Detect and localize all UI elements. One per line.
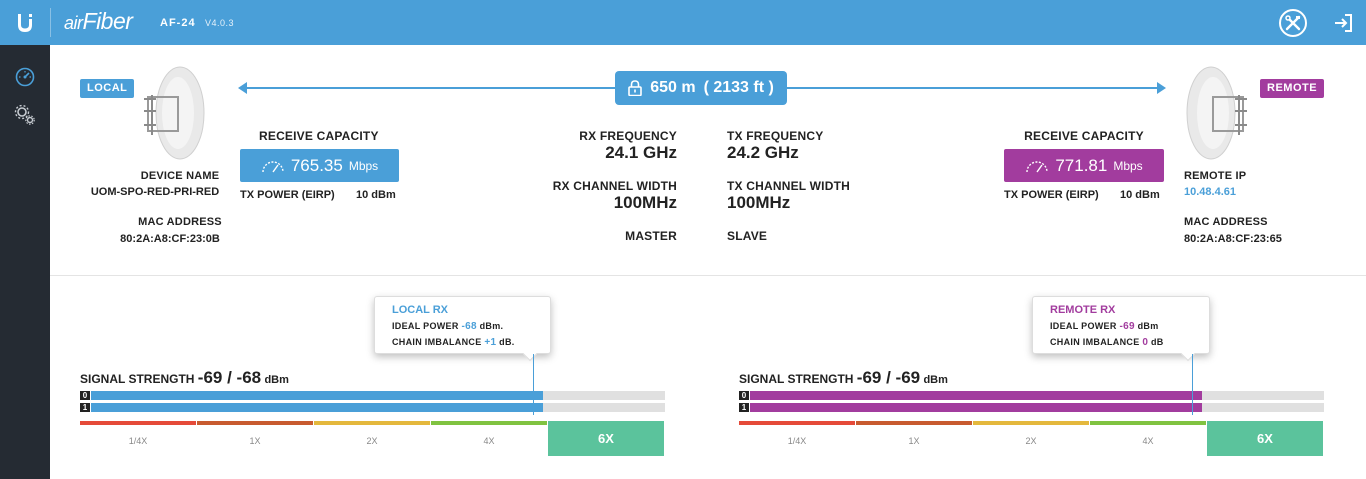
- chain-1-bar: [91, 403, 543, 412]
- local-dish-icon: [134, 65, 208, 161]
- distance-pill: 650 m ( 2133 ft ): [615, 71, 787, 105]
- mod-active-6x: 6X: [1207, 421, 1323, 456]
- mod-label-4x: 4X: [483, 436, 495, 446]
- local-ideal-marker: [533, 354, 534, 415]
- rx-channel-width-value: 100MHz: [613, 193, 677, 212]
- local-signal-bars: 0 1: [80, 391, 665, 415]
- remote-role: SLAVE: [727, 229, 768, 243]
- tx-channel-width-value: 100MHz: [727, 193, 791, 212]
- distance-feet: ( 2133 ft ): [703, 79, 774, 96]
- local-capacity-box: 765.35 Mbps: [240, 149, 399, 182]
- gauge-icon: [1026, 160, 1049, 172]
- mod-label-1x: 1X: [908, 436, 920, 446]
- chain-0-bar: [750, 391, 1202, 400]
- mod-segment-1x: [197, 421, 313, 425]
- chain-1-bar: [750, 403, 1202, 412]
- mod-segment-quarter: [80, 421, 196, 425]
- remote-chain-imbalance: CHAIN IMBALANCE 0 dB: [1050, 337, 1164, 348]
- device-name-label: DEVICE NAME: [140, 170, 220, 182]
- mod-segment-quarter: [739, 421, 855, 425]
- chain-0-label: 0: [739, 391, 749, 400]
- gear-icon[interactable]: [14, 104, 36, 126]
- local-signal-strength: SIGNAL STRENGTH -69 / -68 dBm: [80, 368, 289, 387]
- remote-tx-power-label: TX POWER (EIRP): [1004, 189, 1099, 201]
- chain-1-label: 1: [739, 403, 749, 412]
- local-role: MASTER: [625, 229, 677, 243]
- tx-frequency-value: 24.2 GHz: [727, 143, 799, 162]
- local-rx-title: LOCAL RX: [392, 304, 449, 316]
- airfiber-logo: airFiber: [64, 8, 133, 34]
- tools-button[interactable]: [1279, 9, 1307, 37]
- remote-ideal-power: IDEAL POWER -69 dBm: [1050, 321, 1159, 332]
- speedometer-icon[interactable]: [15, 67, 35, 87]
- local-capacity-unit: Mbps: [348, 158, 379, 173]
- distance-meters: 650 m: [650, 79, 696, 96]
- remote-capacity-box: 771.81 Mbps: [1004, 149, 1164, 182]
- mod-label-4x: 4X: [1142, 436, 1154, 446]
- device-name-value: UOM-SPO-RED-PRI-RED: [90, 186, 220, 198]
- remote-rx-tooltip: REMOTE RX IDEAL POWER -69 dBm CHAIN IMBA…: [1032, 296, 1210, 354]
- mod-segment-2x: [973, 421, 1089, 425]
- local-rx-tooltip: LOCAL RX IDEAL POWER -68 dBm. CHAIN IMBA…: [374, 296, 551, 354]
- mod-label-1x: 1X: [249, 436, 261, 446]
- remote-capacity-unit: Mbps: [1113, 158, 1143, 173]
- local-tx-power-label: TX POWER (EIRP): [240, 189, 335, 201]
- remote-mac-label: MAC ADDRESS: [1184, 216, 1268, 228]
- remote-modulation-scale: 1/4X 1X 2X 4X 6X: [739, 421, 1323, 456]
- logout-button[interactable]: [1332, 12, 1354, 34]
- rx-channel-width-label: RX CHANNEL WIDTH: [552, 179, 677, 193]
- mod-segment-2x: [314, 421, 430, 425]
- gauge-icon: [262, 160, 284, 172]
- device-model: AF-24: [160, 17, 196, 29]
- chain-1-label: 1: [80, 403, 90, 412]
- chain-0-label: 0: [80, 391, 90, 400]
- tx-channel-width-label: TX CHANNEL WIDTH: [727, 179, 850, 193]
- remote-badge: REMOTE: [1260, 79, 1325, 98]
- mod-label-quarter: 1/4X: [787, 436, 807, 446]
- remote-signal-bars: 0 1: [739, 391, 1324, 415]
- section-divider: [50, 275, 1366, 276]
- remote-ip-link[interactable]: 10.48.4.61: [1184, 186, 1236, 198]
- mod-label-2x: 2X: [366, 436, 378, 446]
- logout-icon: [1335, 14, 1352, 32]
- mod-segment-1x: [856, 421, 972, 425]
- remote-capacity-value: 771.81: [1055, 155, 1108, 175]
- rx-frequency-value: 24.1 GHz: [605, 143, 677, 162]
- local-capacity-label: RECEIVE CAPACITY: [259, 129, 379, 143]
- remote-rx-title: REMOTE RX: [1050, 304, 1116, 316]
- local-mac-value: 80:2A:A8:CF:23:0B: [120, 233, 220, 245]
- sidebar: [0, 45, 50, 479]
- mod-label-2x: 2X: [1025, 436, 1037, 446]
- tx-frequency-label: TX FREQUENCY: [727, 129, 824, 143]
- tools-icon: [1285, 15, 1301, 31]
- header-divider: [50, 8, 51, 37]
- mod-segment-4x: [431, 421, 547, 425]
- local-modulation-scale: 1/4X 1X 2X 4X 6X: [80, 421, 664, 456]
- local-capacity-value: 765.35: [290, 155, 343, 175]
- mod-segment-4x: [1090, 421, 1206, 425]
- top-header: airFiber AF-24 V4.0.3: [0, 0, 1366, 45]
- ubiquiti-logo[interactable]: [0, 0, 50, 45]
- remote-signal-strength: SIGNAL STRENGTH -69 / -69 dBm: [739, 368, 948, 387]
- remote-mac-value: 80:2A:A8:CF:23:65: [1184, 233, 1282, 245]
- distance-arrow-right: [1157, 82, 1166, 94]
- local-badge: LOCAL: [80, 79, 135, 98]
- chain-0-bar: [91, 391, 543, 400]
- rx-frequency-label: RX FREQUENCY: [579, 129, 677, 143]
- firmware-version: V4.0.3: [205, 18, 235, 28]
- distance-arrow-left: [238, 82, 247, 94]
- remote-capacity-label: RECEIVE CAPACITY: [1024, 129, 1144, 143]
- local-ideal-power: IDEAL POWER -68 dBm.: [392, 321, 504, 332]
- remote-ip-label: REMOTE IP: [1184, 170, 1247, 182]
- local-mac-label: MAC ADDRESS: [138, 216, 222, 228]
- mod-label-quarter: 1/4X: [128, 436, 148, 446]
- lock-icon: [628, 80, 642, 96]
- remote-ideal-marker: [1192, 354, 1193, 415]
- local-chain-imbalance: CHAIN IMBALANCE +1 dB.: [392, 337, 515, 348]
- ubiquiti-u-icon: [18, 13, 32, 32]
- remote-tx-power-value: 10 dBm: [1120, 189, 1160, 201]
- local-tx-power-value: 10 dBm: [356, 189, 396, 201]
- mod-active-6x: 6X: [548, 421, 664, 456]
- remote-dish-icon: [1183, 65, 1257, 161]
